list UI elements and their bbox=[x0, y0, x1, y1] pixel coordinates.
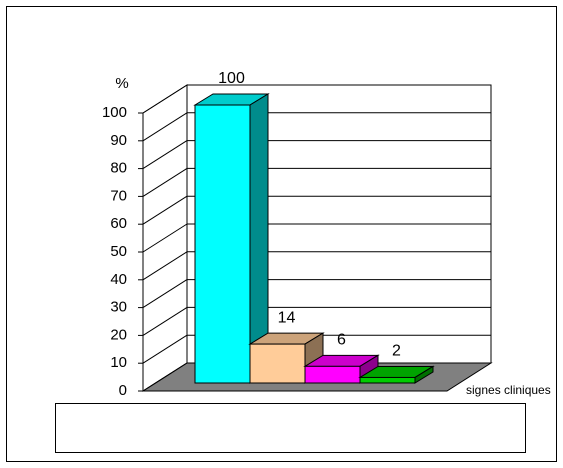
grid-line bbox=[142, 334, 188, 364]
grid-line bbox=[142, 167, 188, 197]
grid-line bbox=[142, 112, 188, 142]
grid-line bbox=[142, 251, 188, 281]
y-tick-label: 0 bbox=[119, 382, 127, 399]
y-axis-label: % bbox=[115, 75, 128, 92]
data-label: 100 bbox=[218, 70, 245, 87]
bar-front bbox=[359, 376, 416, 384]
data-label: 14 bbox=[278, 309, 296, 326]
grid-line bbox=[142, 306, 188, 336]
grid-line bbox=[142, 223, 188, 253]
bar-front bbox=[304, 365, 361, 384]
y-tick-label: 90 bbox=[110, 132, 127, 149]
bar bbox=[358, 365, 435, 384]
bar bbox=[193, 93, 270, 384]
data-label: 6 bbox=[337, 332, 346, 349]
grid-line bbox=[142, 279, 188, 309]
grid-line bbox=[142, 195, 188, 225]
data-label: 2 bbox=[392, 343, 401, 360]
y-tick-label: 100 bbox=[102, 104, 127, 121]
y-tick-label: 20 bbox=[110, 326, 127, 343]
grid-line bbox=[142, 362, 188, 392]
y-tick-label: 50 bbox=[110, 243, 127, 260]
y-tick-label: 30 bbox=[110, 299, 127, 316]
y-tick-label: 80 bbox=[110, 160, 127, 177]
x-axis-label: signes cliniques bbox=[466, 383, 551, 397]
grid-line bbox=[142, 140, 188, 170]
y-tick-label: 40 bbox=[110, 271, 127, 288]
legend bbox=[55, 403, 526, 453]
y-tick-label: 60 bbox=[110, 215, 127, 232]
y-tick-label: 70 bbox=[110, 187, 127, 204]
bar-front bbox=[194, 104, 251, 384]
bar-front bbox=[249, 343, 306, 384]
y-tick-label: 10 bbox=[110, 354, 127, 371]
grid-line bbox=[142, 84, 188, 114]
